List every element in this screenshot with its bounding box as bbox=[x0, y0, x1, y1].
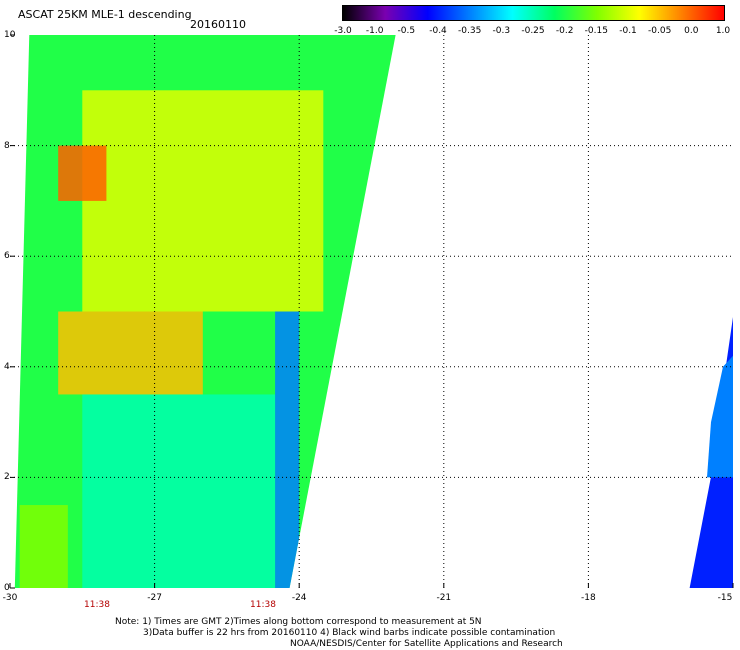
y-tick-label: 4 bbox=[4, 361, 10, 372]
colorbar-tick-label: -0.15 bbox=[584, 26, 608, 36]
colorbar-tick-label: -0.1 bbox=[619, 26, 637, 36]
y-tick-label: 8 bbox=[4, 140, 10, 151]
value-region bbox=[275, 311, 300, 588]
swath-east bbox=[689, 317, 733, 588]
x-tick-label: -15 bbox=[717, 593, 733, 603]
x-tick-label: -27 bbox=[147, 593, 162, 603]
map-date: 20160110 bbox=[190, 18, 246, 31]
colorbar-tick-label: -3.0 bbox=[334, 26, 352, 36]
pass-time-label: 11:38 bbox=[84, 600, 110, 610]
colorbar-tick-label: -0.05 bbox=[648, 26, 672, 36]
footnote-line-3: NOAA/NESDIS/Center for Satellite Applica… bbox=[290, 639, 563, 649]
y-tick-label: 10 bbox=[4, 30, 16, 40]
colorbar-tick-label: -0.35 bbox=[458, 26, 482, 36]
colorbar-tick-label: -1.0 bbox=[365, 26, 384, 36]
x-tick-label: -21 bbox=[436, 593, 452, 603]
swath-regions bbox=[19, 90, 324, 588]
value-region bbox=[58, 145, 107, 201]
colorbar-tick-label: -0.25 bbox=[521, 26, 545, 36]
value-region bbox=[82, 90, 324, 312]
footnote-line-1: Note: 1) Times are GMT 2)Times along bot… bbox=[115, 617, 482, 627]
colorbar bbox=[342, 5, 725, 21]
x-tick-label: -18 bbox=[581, 593, 596, 603]
colorbar-tick-label: -0.3 bbox=[492, 26, 511, 36]
colorbar-tick-label: -0.2 bbox=[555, 26, 574, 36]
value-region bbox=[19, 505, 68, 588]
map-title: ASCAT 25KM MLE-1 descending bbox=[18, 8, 192, 21]
x-tick-label: -24 bbox=[291, 593, 307, 603]
pass-time-label: 11:38 bbox=[250, 600, 276, 610]
colorbar-tick-label: -0.5 bbox=[397, 26, 416, 36]
colorbar-tick-label: -0.4 bbox=[429, 26, 447, 36]
y-tick-label: 6 bbox=[4, 251, 10, 262]
y-tick-label: 0 bbox=[4, 583, 10, 593]
y-tick-label: 2 bbox=[4, 472, 10, 483]
footnote-line-2: 3)Data buffer is 22 hrs from 20160110 4)… bbox=[143, 628, 556, 638]
swath-east-region bbox=[707, 355, 733, 478]
colorbar-labels: -3.0 -1.0 -0.5 -0.4 -0.35 -0.3 -0.25 -0.2 -0.15 -… bbox=[334, 26, 731, 40]
colorbar-tick-label: 0.0 bbox=[684, 26, 699, 36]
value-region bbox=[82, 394, 276, 588]
value-region bbox=[58, 311, 203, 395]
x-tick-label: -30 bbox=[2, 593, 18, 603]
colorbar-tick-label: 1.0 bbox=[715, 26, 731, 36]
